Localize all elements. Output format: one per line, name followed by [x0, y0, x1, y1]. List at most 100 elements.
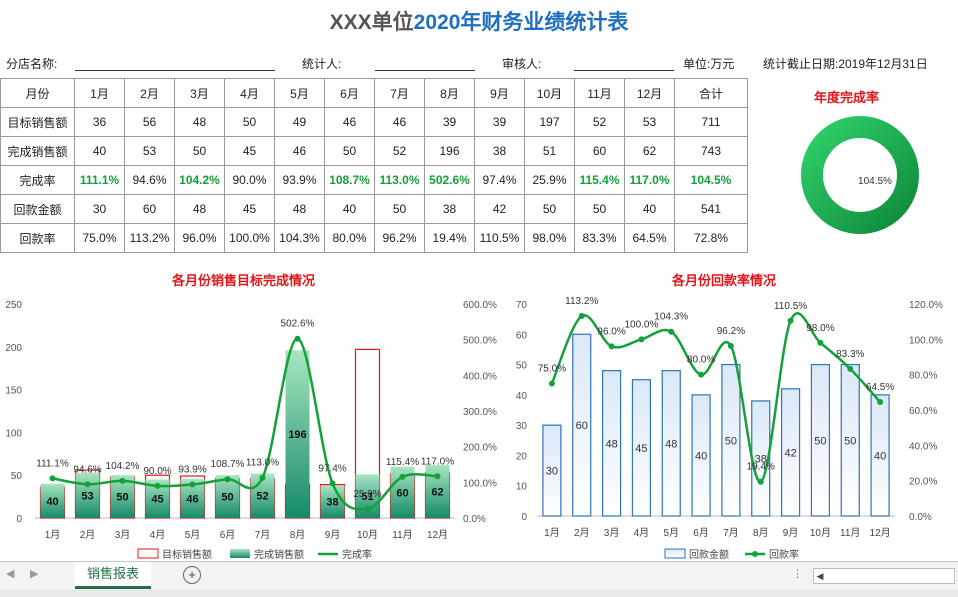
table-cell[interactable]: 96.2%: [374, 223, 425, 253]
month-header[interactable]: 3月: [174, 78, 225, 108]
table-cell[interactable]: 38: [474, 136, 525, 166]
table-cell[interactable]: 53: [624, 107, 675, 137]
table-cell[interactable]: 36: [74, 107, 125, 137]
table-cell[interactable]: 94.6%: [124, 165, 175, 195]
branch-input-line[interactable]: [75, 70, 275, 71]
reviewer-input-line[interactable]: [574, 70, 674, 71]
table-cell[interactable]: 56: [124, 107, 175, 137]
table-cell[interactable]: 48: [174, 194, 225, 224]
table-cell[interactable]: 104.3%: [274, 223, 325, 253]
table-cell[interactable]: 46: [274, 136, 325, 166]
table-cell[interactable]: 60: [124, 194, 175, 224]
table-cell[interactable]: 50: [574, 194, 625, 224]
table-cell[interactable]: 45: [224, 136, 275, 166]
tab-next-icon[interactable]: ▶: [30, 568, 39, 580]
table-cell[interactable]: 97.4%: [474, 165, 525, 195]
sheet-tab-sales[interactable]: 销售报表: [75, 562, 151, 589]
bar-data-label: 50: [116, 492, 128, 504]
table-cell[interactable]: 52: [374, 136, 425, 166]
month-header[interactable]: 1月: [74, 78, 125, 108]
table-cell[interactable]: 38: [424, 194, 475, 224]
table-cell[interactable]: 104.2%: [174, 165, 225, 195]
row-label[interactable]: 目标销售额: [0, 107, 75, 137]
more-dots-icon[interactable]: ⋮: [792, 568, 803, 580]
table-cell[interactable]: 39: [424, 107, 475, 137]
month-header[interactable]: 7月: [374, 78, 425, 108]
table-cell[interactable]: 60: [574, 136, 625, 166]
table-cell[interactable]: 50: [224, 107, 275, 137]
table-cell[interactable]: 51: [524, 136, 575, 166]
table-cell[interactable]: 53: [124, 136, 175, 166]
table-cell[interactable]: 39: [474, 107, 525, 137]
month-header[interactable]: 8月: [424, 78, 475, 108]
table-cell[interactable]: 19.4%: [424, 223, 475, 253]
table-cell[interactable]: 40: [74, 136, 125, 166]
table-cell[interactable]: 80.0%: [324, 223, 375, 253]
table-cell[interactable]: 108.7%: [324, 165, 375, 195]
table-cell[interactable]: 48: [174, 107, 225, 137]
tab-prev-icon[interactable]: ◀: [6, 568, 15, 580]
table-cell[interactable]: 30: [74, 194, 125, 224]
table-cell[interactable]: 50: [524, 194, 575, 224]
month-header[interactable]: 10月: [524, 78, 575, 108]
total-header[interactable]: 合计: [674, 78, 748, 108]
table-cell[interactable]: 42: [474, 194, 525, 224]
donut-chart[interactable]: 104.5%: [795, 110, 925, 240]
scroll-left-icon[interactable]: ◀: [816, 571, 824, 581]
table-cell[interactable]: 50: [374, 194, 425, 224]
table-cell[interactable]: 98.0%: [524, 223, 575, 253]
table-cell[interactable]: 196: [424, 136, 475, 166]
row-label[interactable]: 完成率: [0, 165, 75, 195]
table-cell[interactable]: 110.5%: [474, 223, 525, 253]
horizontal-scrollbar[interactable]: ◀: [813, 568, 955, 584]
table-cell[interactable]: 46: [324, 107, 375, 137]
table-cell[interactable]: 502.6%: [424, 165, 475, 195]
month-header[interactable]: 5月: [274, 78, 325, 108]
table-cell[interactable]: 48: [274, 194, 325, 224]
table-cell[interactable]: 111.1%: [74, 165, 125, 195]
table-cell[interactable]: 113.0%: [374, 165, 425, 195]
table-cell[interactable]: 197: [524, 107, 575, 137]
row-label[interactable]: 完成销售额: [0, 136, 75, 166]
table-cell[interactable]: 93.9%: [274, 165, 325, 195]
table-cell[interactable]: 25.9%: [524, 165, 575, 195]
sales-target-chart[interactable]: 0 50 100 150 200 250 0.0% 100.0% 200.0% 300.0% 400…: [0, 290, 505, 562]
month-header[interactable]: 4月: [224, 78, 275, 108]
table-cell[interactable]: 113.2%: [124, 223, 175, 253]
table-cell[interactable]: 83.3%: [574, 223, 625, 253]
month-header[interactable]: 6月: [324, 78, 375, 108]
stat-person-input-line[interactable]: [375, 70, 475, 71]
bar-data-label: 52: [256, 491, 268, 503]
month-header[interactable]: 11月: [574, 78, 625, 108]
table-cell-total[interactable]: 541: [674, 194, 748, 224]
table-cell[interactable]: 40: [324, 194, 375, 224]
row-label[interactable]: 回款金额: [0, 194, 75, 224]
table-cell[interactable]: 115.4%: [574, 165, 625, 195]
table-cell[interactable]: 52: [574, 107, 625, 137]
table-cell-total[interactable]: 743: [674, 136, 748, 166]
table-cell[interactable]: 117.0%: [624, 165, 675, 195]
table-cell[interactable]: 50: [324, 136, 375, 166]
table-cell[interactable]: 100.0%: [224, 223, 275, 253]
table-cell[interactable]: 64.5%: [624, 223, 675, 253]
table-cell[interactable]: 90.0%: [224, 165, 275, 195]
table-corner[interactable]: 月份: [0, 78, 75, 108]
table-cell-total[interactable]: 104.5%: [674, 165, 748, 195]
table-cell[interactable]: 40: [624, 194, 675, 224]
table-cell-total[interactable]: 72.8%: [674, 223, 748, 253]
payment-rate-chart[interactable]: 0 10 20 30 40 50 60 70 0.0% 20.0% 40.0% 60.0% 80.0% 1…: [505, 290, 958, 562]
plus-circle-icon[interactable]: +: [183, 566, 201, 584]
month-header[interactable]: 2月: [124, 78, 175, 108]
table-cell[interactable]: 50: [174, 136, 225, 166]
table-cell[interactable]: 75.0%: [74, 223, 125, 253]
table-cell[interactable]: 46: [374, 107, 425, 137]
table-cell[interactable]: 62: [624, 136, 675, 166]
month-header[interactable]: 9月: [474, 78, 525, 108]
table-cell[interactable]: 45: [224, 194, 275, 224]
row-label[interactable]: 回款率: [0, 223, 75, 253]
table-cell[interactable]: 96.0%: [174, 223, 225, 253]
table-cell-total[interactable]: 711: [674, 107, 748, 137]
month-header[interactable]: 12月: [624, 78, 675, 108]
table-cell[interactable]: 49: [274, 107, 325, 137]
donut-ring[interactable]: [801, 116, 919, 234]
